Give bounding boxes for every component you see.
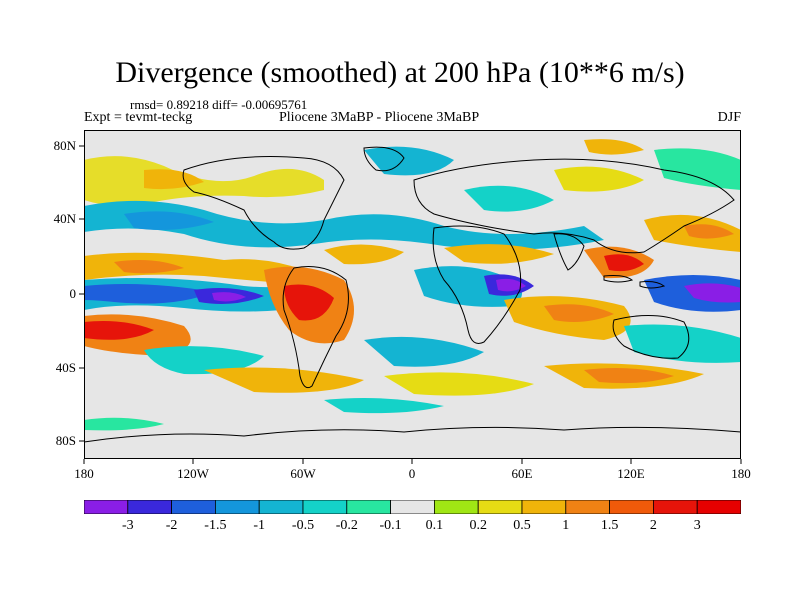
stats-text: rmsd= 0.89218 diff= -0.00695761: [130, 97, 308, 112]
lon-label: 180: [731, 466, 751, 481]
coastlines: [84, 146, 741, 443]
map-frame: [84, 130, 741, 459]
colorbar-swatch: [258, 500, 304, 514]
colorbar-label: 1.5: [600, 518, 619, 533]
colorbar-label: 2: [649, 518, 657, 533]
lat-label: 80N: [53, 138, 76, 153]
colorbar-swatch: [609, 500, 654, 514]
colorbar-label: 3: [693, 518, 701, 533]
colorbar-swatch: [346, 500, 391, 514]
colorbar-label: -0.2: [335, 518, 358, 533]
colorbar-swatch: [433, 500, 479, 514]
lon-label: 120E: [617, 466, 645, 481]
lat-label: 40S: [55, 360, 76, 375]
comparison-label: Pliocene 3MaBP - Pliocene 3MaBP: [279, 110, 480, 125]
colorbar-swatch: [84, 500, 129, 514]
colorbar-swatch: [171, 500, 216, 514]
colorbar-label: -0.1: [379, 518, 402, 533]
experiment-label: Expt = tevmt-teckg: [84, 110, 193, 125]
colorbar-label: 1: [562, 518, 570, 533]
lon-label: 180: [74, 466, 94, 481]
lon-label: 120W: [177, 466, 209, 481]
colorbar-label: -2: [165, 518, 178, 533]
colorbar-swatch: [521, 500, 567, 514]
colorbar-label: -3: [121, 518, 134, 533]
map-ticks: [79, 145, 742, 464]
lat-label: 0: [69, 286, 77, 301]
colorbar-swatch: [302, 500, 348, 514]
colorbar-label: -1.5: [204, 518, 227, 533]
colorbar-swatch: [214, 500, 260, 514]
lon-label: 0: [408, 466, 416, 481]
lon-label: 60E: [511, 466, 533, 481]
lon-label: 60W: [290, 466, 316, 481]
colorbar-swatch: [653, 500, 698, 514]
lat-label: 40N: [53, 211, 76, 226]
colorbar-label: 0.5: [513, 518, 531, 533]
colorbar-swatch: [390, 500, 435, 514]
lat-label: 80S: [55, 433, 76, 448]
colorbar-label: -1: [253, 518, 266, 533]
colorbar-label: -0.5: [291, 518, 315, 533]
divergence-field: [84, 139, 741, 431]
colorbar-swatch: [565, 500, 610, 514]
divergence-map: [84, 130, 741, 459]
colorbar-label: 0.1: [425, 518, 444, 533]
colorbar-swatch: [127, 500, 172, 514]
plot-title: Divergence (smoothed) at 200 hPa (10**6 …: [115, 56, 685, 89]
colorbar: [84, 500, 741, 514]
season-label: DJF: [717, 110, 741, 125]
colorbar-swatch: [696, 500, 741, 514]
colorbar-swatch: [477, 500, 523, 514]
colorbar-label: 0.2: [469, 518, 487, 533]
